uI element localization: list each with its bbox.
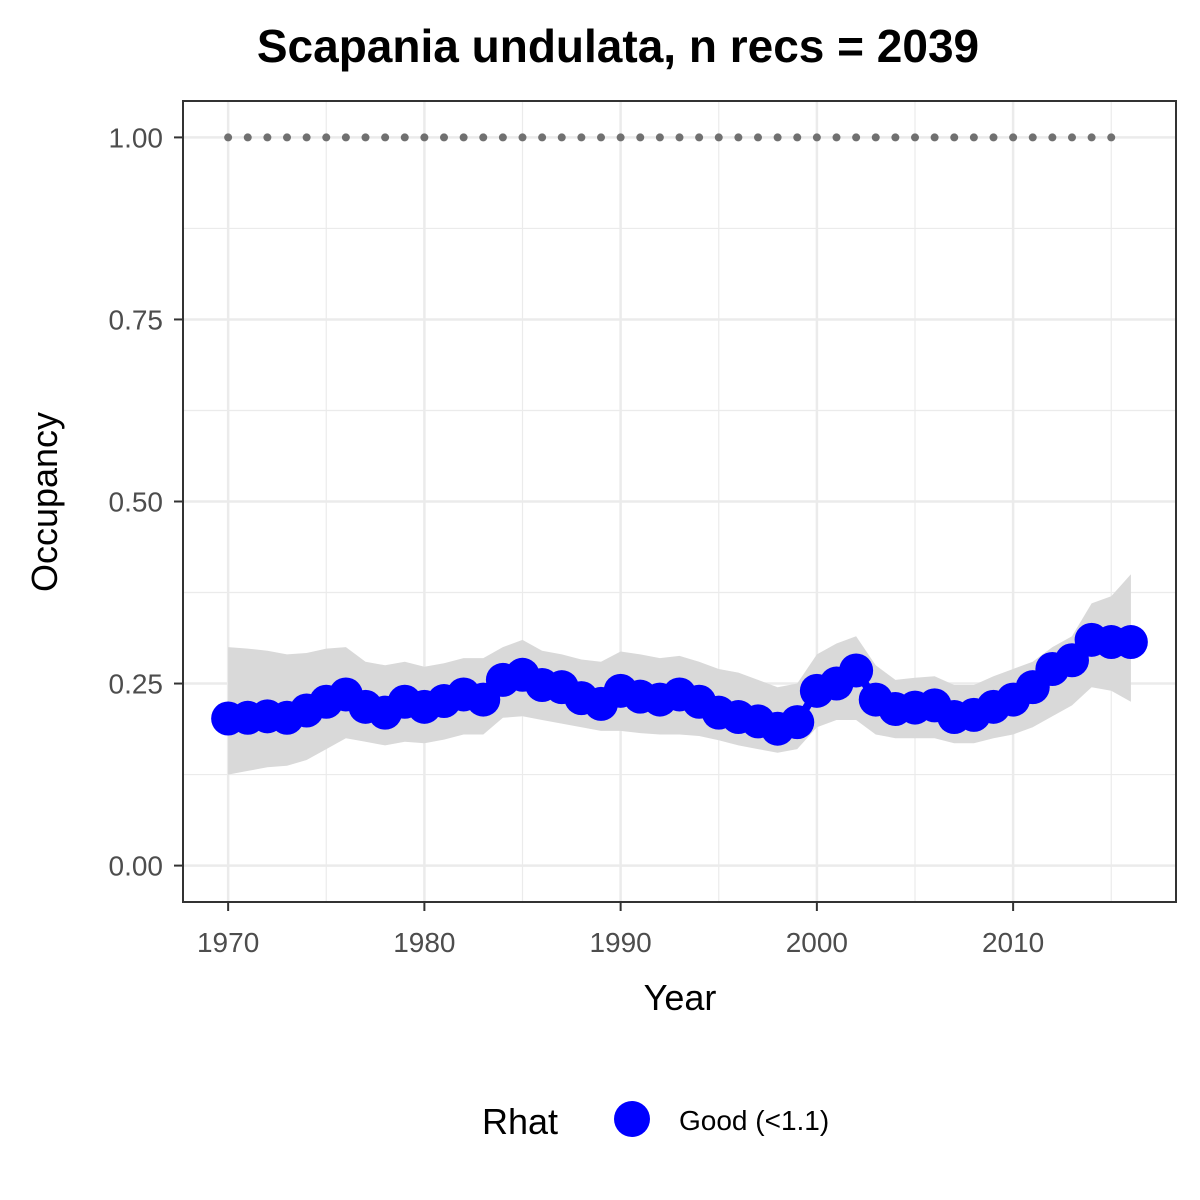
recording-year-dot bbox=[557, 133, 566, 142]
recording-year-dot bbox=[1028, 133, 1037, 142]
recording-year-dot bbox=[969, 133, 978, 142]
recording-year-dot bbox=[498, 133, 507, 142]
recording-year-dot bbox=[773, 133, 782, 142]
recording-year-dot bbox=[675, 133, 684, 142]
recording-year-dot bbox=[753, 133, 762, 142]
recording-year-dot bbox=[812, 133, 821, 142]
recording-year-dot bbox=[832, 133, 841, 142]
recording-year-dot bbox=[734, 133, 743, 142]
recording-year-dot bbox=[714, 133, 723, 142]
recording-year-dot bbox=[518, 133, 527, 142]
x-axis-label: Year bbox=[644, 977, 717, 1018]
x-axis-ticks: 1970 1980 1990 2000 2010 bbox=[197, 902, 1044, 958]
recording-year-dot bbox=[616, 133, 625, 142]
recording-year-dot bbox=[930, 133, 939, 142]
y-tick-label: 0.50 bbox=[109, 487, 164, 518]
recording-year-dot bbox=[871, 133, 880, 142]
occupancy-series bbox=[211, 622, 1148, 746]
recording-year-dot bbox=[400, 133, 409, 142]
occupancy-point bbox=[1113, 625, 1148, 660]
occupancy-point bbox=[780, 705, 815, 740]
recording-year-dot bbox=[1067, 133, 1076, 142]
recording-year-dot bbox=[655, 133, 664, 142]
recording-year-dot bbox=[263, 133, 272, 142]
recording-year-dot bbox=[597, 133, 606, 142]
confidence-ribbon bbox=[228, 574, 1131, 775]
recording-year-dot bbox=[1107, 133, 1116, 142]
y-tick-label: 0.00 bbox=[109, 851, 164, 882]
legend-key-good bbox=[614, 1101, 650, 1137]
recording-year-dot bbox=[420, 133, 429, 142]
y-axis-ticks: 0.00 0.25 0.50 0.75 1.00 bbox=[109, 122, 183, 882]
recording-year-dot bbox=[852, 133, 861, 142]
recording-year-dot bbox=[793, 133, 802, 142]
x-tick-label: 1980 bbox=[393, 927, 455, 958]
recording-year-dot bbox=[243, 133, 252, 142]
recording-year-dot bbox=[1009, 133, 1018, 142]
legend: Rhat Good (<1.1) bbox=[482, 1101, 829, 1142]
recording-year-dot bbox=[322, 133, 331, 142]
y-tick-label: 1.00 bbox=[109, 122, 164, 153]
recording-year-dot bbox=[538, 133, 547, 142]
recording-year-dot bbox=[910, 133, 919, 142]
x-tick-label: 2000 bbox=[786, 927, 848, 958]
recording-year-dot bbox=[1087, 133, 1096, 142]
x-tick-label: 1970 bbox=[197, 927, 259, 958]
recording-year-dot bbox=[891, 133, 900, 142]
legend-title: Rhat bbox=[482, 1101, 558, 1142]
ribbon-area bbox=[228, 574, 1131, 775]
recording-year-dot bbox=[479, 133, 488, 142]
recording-year-dot bbox=[577, 133, 586, 142]
y-axis-label: Occupancy bbox=[24, 412, 65, 592]
recording-year-dot bbox=[989, 133, 998, 142]
recording-year-dot bbox=[440, 133, 449, 142]
x-tick-label: 1990 bbox=[589, 927, 651, 958]
recording-year-dot bbox=[283, 133, 292, 142]
recording-year-dot bbox=[1048, 133, 1057, 142]
y-tick-label: 0.75 bbox=[109, 304, 164, 335]
recording-year-dot bbox=[224, 133, 233, 142]
recording-year-dot bbox=[695, 133, 704, 142]
recording-year-dot bbox=[341, 133, 350, 142]
recording-year-dot bbox=[950, 133, 959, 142]
x-tick-label: 2010 bbox=[982, 927, 1044, 958]
recording-year-dot bbox=[381, 133, 390, 142]
legend-label-good: Good (<1.1) bbox=[679, 1105, 829, 1136]
recording-year-dot bbox=[302, 133, 311, 142]
recording-year-dot bbox=[636, 133, 645, 142]
chart-title: Scapania undulata, n recs = 2039 bbox=[257, 20, 979, 72]
occupancy-point bbox=[839, 653, 874, 688]
recording-years-dotted-line bbox=[224, 133, 1116, 142]
recording-year-dot bbox=[459, 133, 468, 142]
y-tick-label: 0.25 bbox=[109, 669, 164, 700]
recording-year-dot bbox=[361, 133, 370, 142]
